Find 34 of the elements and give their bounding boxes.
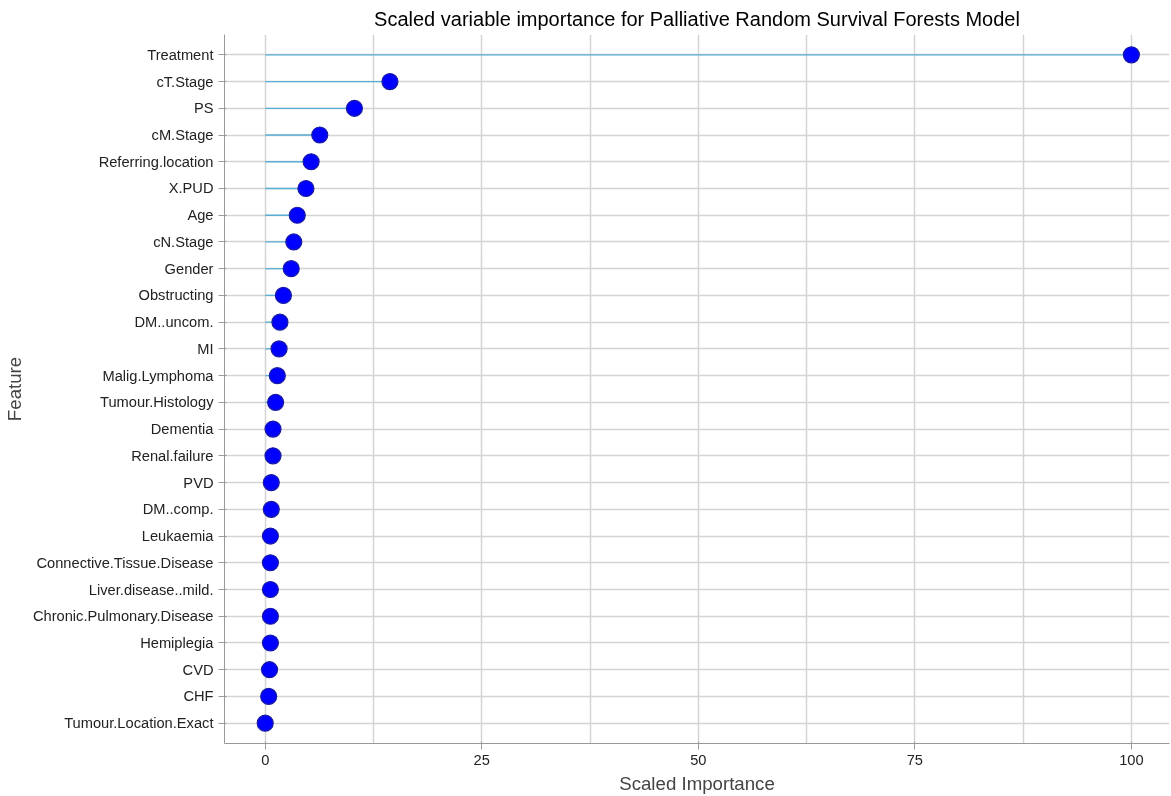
y-tick-label: DM..uncom.	[134, 314, 214, 331]
y-tick-label: Gender	[164, 260, 214, 277]
x-tick-label: 100	[1119, 751, 1144, 768]
y-tick-label: cN.Stage	[153, 233, 214, 250]
y-tick-label: PVD	[183, 474, 214, 491]
x-tick-label: 50	[690, 751, 707, 768]
y-tick-label: CVD	[182, 661, 214, 678]
y-tick-label: Connective.Tissue.Disease	[36, 554, 214, 571]
y-tick-label: Chronic.Pulmonary.Disease	[32, 608, 214, 625]
y-tick-label: PS	[193, 100, 214, 117]
y-axis-title: Feature	[3, 356, 25, 422]
y-tick-label: Dementia	[150, 421, 215, 438]
x-axis-title: Scaled Importance	[619, 772, 775, 794]
y-tick-label: cT.Stage	[156, 73, 214, 90]
y-tick-label: DM..comp.	[142, 501, 214, 518]
y-tick-label: Liver.disease..mild.	[88, 581, 214, 598]
y-tick-label: Leukaemia	[141, 528, 215, 545]
y-tick-label: X.PUD	[168, 180, 214, 197]
y-tick-label: cM.Stage	[151, 127, 214, 144]
y-tick-label: Malig.Lymphoma	[102, 367, 215, 384]
chart-title: Scaled variable importance for Palliative Random Survival Forests Model	[374, 7, 1020, 30]
y-tick-label: Treatment	[147, 46, 214, 63]
x-tick-label: 0	[261, 751, 270, 768]
y-tick-label: Hemiplegia	[140, 634, 215, 651]
y-tick-label: Tumour.Location.Exact	[64, 715, 214, 732]
y-tick-label: CHF	[183, 688, 214, 705]
x-tick-label: 25	[473, 751, 490, 768]
y-tick-label: Referring.location	[98, 153, 214, 170]
y-tick-label: Tumour.Histology	[100, 394, 215, 411]
x-tick-label: 75	[906, 751, 924, 768]
y-tick-label: Age	[187, 207, 214, 224]
y-tick-label: MI	[197, 340, 214, 357]
y-tick-label: Renal.failure	[131, 447, 214, 464]
y-tick-label: Obstructing	[138, 287, 214, 304]
